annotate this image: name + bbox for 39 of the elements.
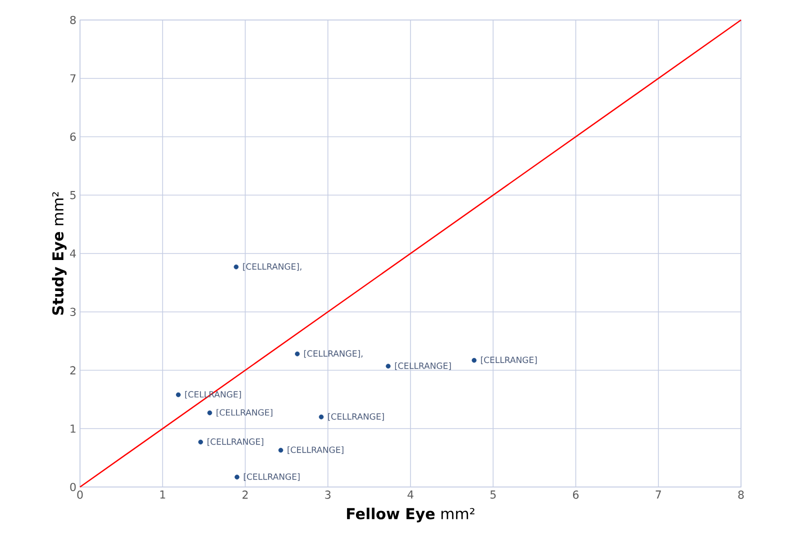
annotation: [CELLRANGE] (328, 413, 384, 421)
annotation: [CELLRANGE] (288, 446, 344, 454)
x-tick-label: 4 (408, 490, 414, 499)
x-tick-label: 5 (490, 490, 496, 499)
annotation: [CELLRANGE] (216, 409, 272, 417)
y-tick-label: 6 (70, 132, 76, 141)
x-tick-label: 6 (573, 490, 579, 499)
x-tick-label: 1 (160, 490, 166, 499)
y-tick-label: 0 (70, 482, 76, 492)
annotation: [CELLRANGE] (244, 473, 300, 481)
x-tick-label: 7 (656, 490, 661, 499)
annotation: [CELLRANGE] (481, 356, 537, 364)
point (234, 474, 240, 480)
point (294, 352, 300, 356)
point (207, 410, 212, 416)
point (176, 392, 181, 398)
x-tick-label: 0 (77, 490, 83, 499)
point (234, 264, 239, 270)
y-tick-label: 8 (70, 16, 76, 24)
y-tick-label: 2 (70, 366, 76, 374)
y-tick-label: 4 (70, 249, 76, 258)
annotation: [CELLRANGE] (395, 362, 451, 370)
point (198, 440, 204, 444)
x-tick-label: 3 (325, 490, 330, 499)
point (472, 358, 477, 363)
y-tick-label: 3 (70, 308, 76, 316)
annotation: [CELLRANGE], (243, 263, 302, 271)
annotation: [CELLRANGE] (208, 438, 264, 446)
x-axis-title: Fellow Eye mm² (347, 508, 474, 522)
point (386, 364, 391, 369)
annotation: [CELLRANGE], (304, 350, 362, 358)
y-tick-label: 7 (70, 74, 76, 82)
x-tick-label: 2 (242, 490, 248, 499)
point (318, 414, 324, 420)
x-tick-label: 8 (738, 490, 744, 499)
y-axis-title: Study Eye mm² (52, 192, 67, 315)
y-tick-label: 1 (70, 424, 76, 433)
point (278, 448, 284, 453)
y-tick-label: 5 (70, 191, 76, 200)
